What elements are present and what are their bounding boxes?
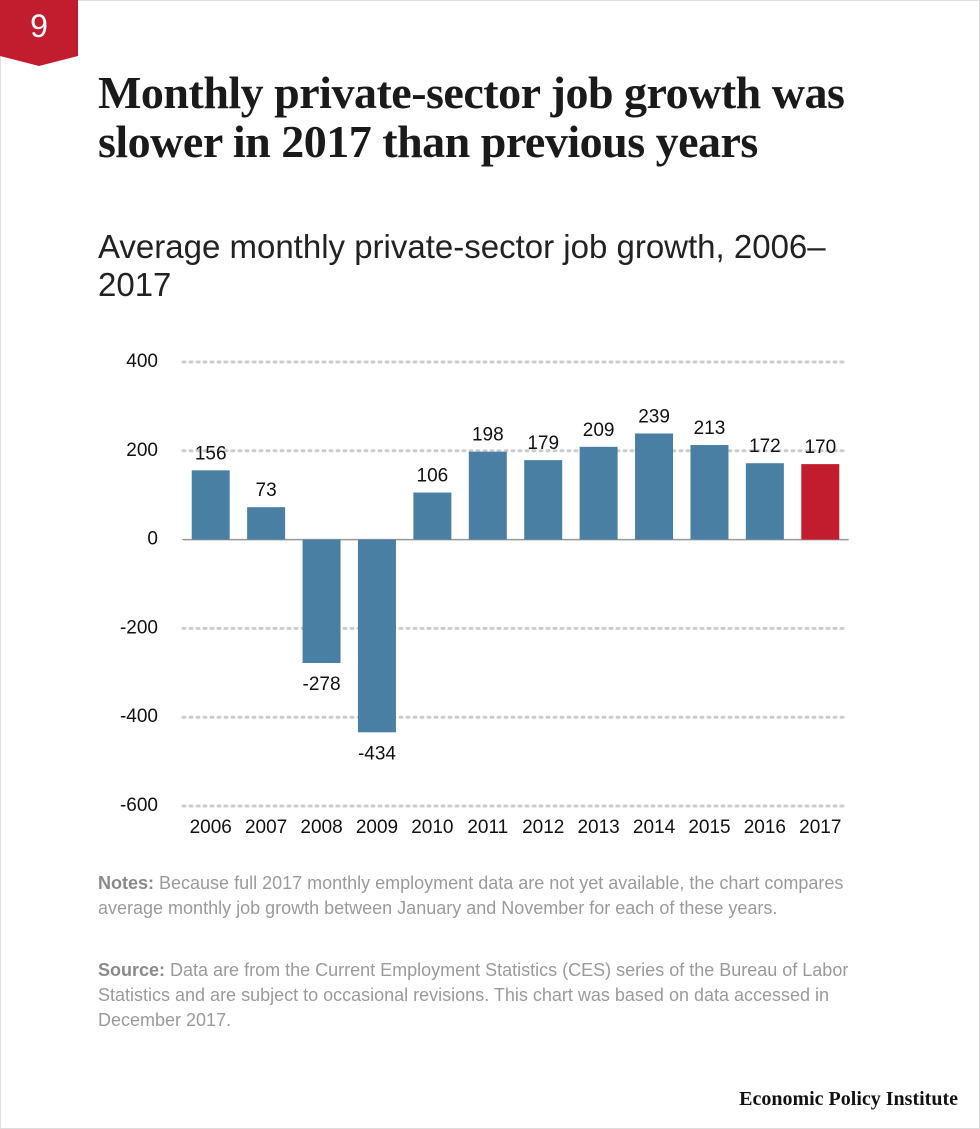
data-label: 156 xyxy=(195,443,227,464)
y-tick-label: 400 xyxy=(126,351,158,372)
bar xyxy=(524,460,563,540)
y-tick-label: -200 xyxy=(120,617,158,638)
notes-text: Because full 2017 monthly employment dat… xyxy=(98,873,844,918)
data-label: -278 xyxy=(303,674,341,695)
bar xyxy=(247,507,286,540)
x-tick-label: 2013 xyxy=(577,817,619,838)
bar xyxy=(579,446,618,540)
x-tick-label: 2014 xyxy=(633,817,676,838)
data-label: 213 xyxy=(694,418,726,439)
bar xyxy=(191,470,230,540)
source: Source: Data are from the Current Employ… xyxy=(98,958,858,1033)
badge-number: 9 xyxy=(30,8,48,44)
bar xyxy=(468,451,507,540)
chart: -600 -400 -200 0 200 400 2006 156 2007 73 2008 -278… xyxy=(120,351,850,838)
chart-title: Monthly private-sector job growth was sl… xyxy=(98,67,845,167)
bar xyxy=(690,445,729,540)
bar xyxy=(357,539,396,733)
notes: Notes: Because full 2017 monthly employm… xyxy=(98,871,858,921)
x-tick-label: 2011 xyxy=(467,817,508,838)
y-tick-label: 0 xyxy=(147,529,158,550)
data-label: 209 xyxy=(583,420,615,441)
bar xyxy=(635,433,674,540)
x-tick-label: 2006 xyxy=(190,817,232,838)
bar xyxy=(302,539,341,664)
data-label: 73 xyxy=(256,480,277,501)
x-tick-label: 2016 xyxy=(744,817,786,838)
badge-shape xyxy=(0,0,78,66)
notes-label: Notes: xyxy=(98,873,155,893)
data-label: 170 xyxy=(804,437,836,458)
y-tick-label: -400 xyxy=(120,706,158,727)
x-tick-label: 2009 xyxy=(356,817,398,838)
y-tick-label: 200 xyxy=(126,440,158,461)
chart-subtitle: Average monthly private-sector job growt… xyxy=(98,228,826,303)
y-tick-label: -600 xyxy=(120,795,158,816)
footer: Economic Policy Institute xyxy=(739,1088,958,1110)
data-label: 179 xyxy=(527,433,559,454)
bar xyxy=(745,463,784,540)
x-tick-label: 2008 xyxy=(300,817,342,838)
bar xyxy=(801,464,840,540)
badge: 9 xyxy=(0,0,78,66)
x-tick-label: 2012 xyxy=(522,817,564,838)
data-label: -434 xyxy=(358,743,396,764)
source-label: Source: xyxy=(98,960,166,980)
x-tick-label: 2015 xyxy=(688,817,730,838)
bar xyxy=(413,492,452,540)
x-tick-label: 2007 xyxy=(245,817,287,838)
data-label: 198 xyxy=(472,425,504,446)
data-label: 239 xyxy=(638,406,670,427)
source-text: Data are from the Current Employment Sta… xyxy=(98,960,849,1030)
data-label: 106 xyxy=(417,466,449,487)
x-tick-label: 2017 xyxy=(799,817,841,838)
data-label: 172 xyxy=(749,436,781,457)
x-tick-label: 2010 xyxy=(411,817,453,838)
